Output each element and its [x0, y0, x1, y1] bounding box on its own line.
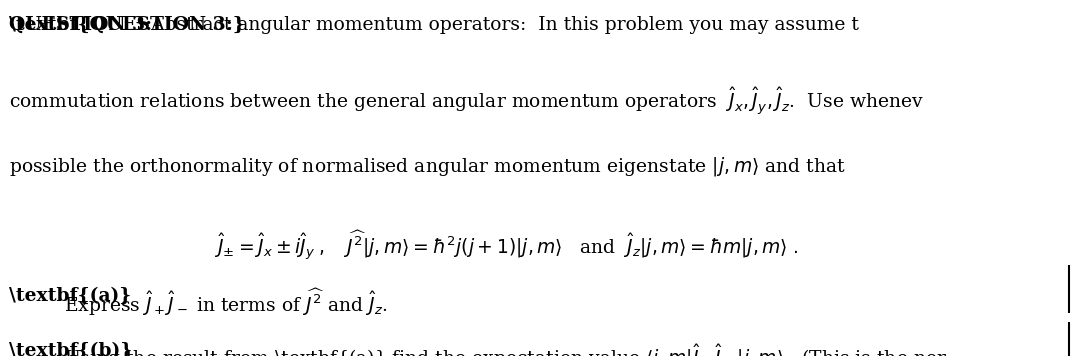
Text: $\hat{J}_{\pm} = \hat{J}_x \pm i\hat{J}_y\;,\quad\widehat{J^2}|j,m\rangle = \hba: $\hat{J}_{\pm} = \hat{J}_x \pm i\hat{J}_…	[214, 228, 799, 262]
Text: Express $\hat{J}_+\hat{J}_-$ in terms of $\widehat{J^2}$ and $\hat{J}_z$.: Express $\hat{J}_+\hat{J}_-$ in terms of…	[64, 287, 388, 318]
Text: commutation relations between the general angular momentum operators  $\hat{J}_x: commutation relations between the genera…	[9, 85, 924, 117]
Text: \textbf{(a)}: \textbf{(a)}	[9, 287, 131, 305]
Text: \textbf{QUESTION 3:}: \textbf{QUESTION 3:}	[9, 16, 244, 34]
Text: \textbf{(b)}: \textbf{(b)}	[9, 342, 132, 356]
Text: Abstract angular momentum operators:  In this problem you may assume t: Abstract angular momentum operators: In …	[139, 16, 860, 34]
Text: Using the result from \textbf{(a)} find the expectation value $\langle j,m|\hat{: Using the result from \textbf{(a)} find …	[64, 342, 948, 356]
Text: possible the orthonormality of normalised angular momentum eigenstate $|j, m\ran: possible the orthonormality of normalise…	[9, 155, 846, 178]
Text: QUESTION 3:: QUESTION 3:	[9, 16, 152, 34]
